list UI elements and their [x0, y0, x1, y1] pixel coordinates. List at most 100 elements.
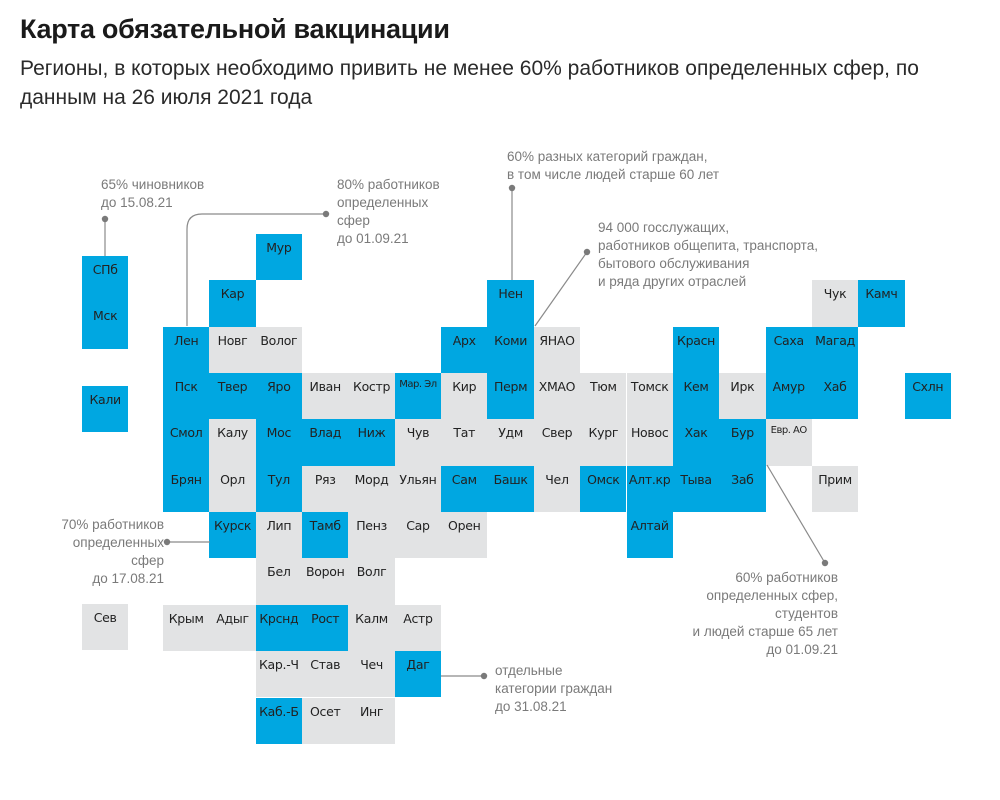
- region-tile: Ульян: [394, 465, 442, 513]
- annotation-nen: 60% разных категорий граждан, в том числ…: [507, 149, 720, 182]
- region-tile: Тыва: [672, 465, 720, 513]
- region-tile: Сам: [441, 465, 488, 513]
- region-tile: Ирк: [719, 373, 766, 420]
- region-tile: Алт.кр: [626, 465, 673, 513]
- region-tile: Ниж: [348, 419, 395, 466]
- region-tile: Магад: [811, 326, 859, 374]
- region-tile: Тат: [441, 419, 488, 466]
- region-tile: Чук: [811, 280, 859, 327]
- annotation-len: 80% работников определенных сфер до 01.0…: [337, 177, 440, 246]
- region-tile: Коми: [487, 326, 534, 374]
- annotation-kursk: 70% работников определенных сфер до 17.0…: [61, 517, 164, 586]
- region-tile: Адыг: [209, 604, 256, 652]
- region-tile: Евр. АО: [765, 419, 812, 466]
- region-tile: ХМАО: [533, 373, 581, 420]
- page-subtitle: Регионы, в которых необходимо привить не…: [20, 57, 919, 109]
- region-tile: Новг: [209, 326, 256, 374]
- region-tile: Свер: [533, 419, 581, 466]
- region-tile: Кир: [441, 373, 488, 420]
- annotation-spb: 65% чиновников до 15.08.21: [101, 177, 205, 210]
- region-tile: Влад: [302, 419, 349, 466]
- region-tile: Волг: [348, 558, 395, 605]
- callout-dot-kursk: [163, 538, 171, 546]
- region-tile: Каб.-Б: [255, 697, 303, 744]
- region-tile: Калу: [209, 419, 256, 466]
- callout-dot-spb: [101, 215, 109, 223]
- region-tile: Твер: [209, 373, 256, 420]
- region-tile: Рост: [302, 604, 349, 652]
- region-tile: Лен: [163, 326, 210, 374]
- region-tile: Морд: [348, 465, 395, 513]
- annotation-bur: 60% работников определенных сфер, студен…: [692, 570, 838, 657]
- region-tile: СПб: [82, 256, 129, 303]
- region-tile: Пск: [163, 373, 210, 420]
- region-tile: Брян: [163, 465, 210, 513]
- region-tile: Кар.-Ч: [255, 651, 303, 698]
- region-tile: Костр: [348, 373, 395, 420]
- region-tile: Орен: [441, 512, 488, 559]
- region-tile: Ворон: [302, 558, 349, 605]
- region-tile: Кар: [209, 280, 256, 327]
- region-tile: Тул: [255, 465, 303, 513]
- region-tile: Волог: [255, 326, 303, 374]
- region-tile: Схлн: [904, 373, 951, 420]
- region-tile: Пенз: [348, 512, 395, 559]
- region-tile: Смол: [163, 419, 210, 466]
- region-tile: Прим: [811, 465, 859, 513]
- region-tile: Томск: [626, 373, 673, 420]
- region-tile: Мар. Эл: [394, 373, 442, 420]
- callout-dot-len: [322, 210, 330, 218]
- region-tile: Лип: [255, 512, 303, 559]
- region-tile: Калм: [348, 604, 395, 652]
- region-tile: Кем: [672, 373, 720, 420]
- region-tile: Осет: [302, 697, 349, 744]
- callout-dot-dag: [480, 672, 488, 680]
- region-tile: Орл: [209, 465, 256, 513]
- region-tile: Мур: [255, 234, 303, 281]
- region-tile: Ряз: [302, 465, 349, 513]
- region-tile: Крснд: [255, 604, 303, 652]
- region-tile: Чеч: [348, 651, 395, 698]
- region-tile: Новос: [626, 419, 673, 466]
- annotation-dag: отдельные категории граждан до 31.08.21: [495, 663, 613, 714]
- region-tile: Красн: [672, 326, 720, 374]
- region-tile: Курск: [209, 512, 256, 559]
- region-tile: Удм: [487, 419, 534, 466]
- region-tile: Амур: [765, 373, 812, 420]
- region-tile: Сев: [82, 603, 129, 650]
- region-tile: Бур: [719, 419, 766, 466]
- region-tile: Крым: [163, 604, 210, 652]
- region-tile: Инг: [348, 697, 395, 744]
- region-tile: Даг: [394, 651, 442, 698]
- region-tile: Саха: [765, 326, 812, 374]
- callout-dot-komi: [583, 248, 591, 256]
- region-tile: Яро: [255, 373, 303, 420]
- region-tile: Башк: [487, 465, 534, 513]
- region-tile: Чел: [533, 465, 581, 513]
- region-tile: Алтай: [626, 512, 673, 559]
- region-tile: Став: [302, 651, 349, 698]
- region-tile: Заб: [719, 465, 766, 513]
- callout-dot-nen: [508, 184, 516, 192]
- region-tile: Омск: [580, 465, 627, 513]
- region-tile: Нен: [487, 280, 534, 327]
- region-tile: ЯНАО: [533, 326, 581, 374]
- region-tile: Камч: [858, 280, 905, 327]
- annotation-komi: 94 000 госслужащих, работников общепита,…: [598, 220, 818, 289]
- region-tile: Кург: [580, 419, 627, 466]
- region-tile: Астр: [394, 604, 442, 652]
- callout-dot-bur: [821, 559, 829, 567]
- region-tile: Иван: [302, 373, 349, 420]
- region-tile: Чув: [394, 419, 442, 466]
- region-tile: Тюм: [580, 373, 627, 420]
- region-tile: Мск: [82, 302, 129, 349]
- region-tile: Тамб: [302, 512, 349, 559]
- region-tile: Хаб: [811, 373, 859, 420]
- region-tile: Сар: [394, 512, 442, 559]
- region-tile: Кали: [82, 385, 129, 433]
- region-tile: Перм: [487, 373, 534, 420]
- region-tile: Хак: [672, 419, 720, 466]
- region-tile: Арх: [441, 326, 488, 374]
- region-tile: Бел: [255, 558, 303, 605]
- page-title: Карта обязательной вакцинации: [20, 14, 450, 44]
